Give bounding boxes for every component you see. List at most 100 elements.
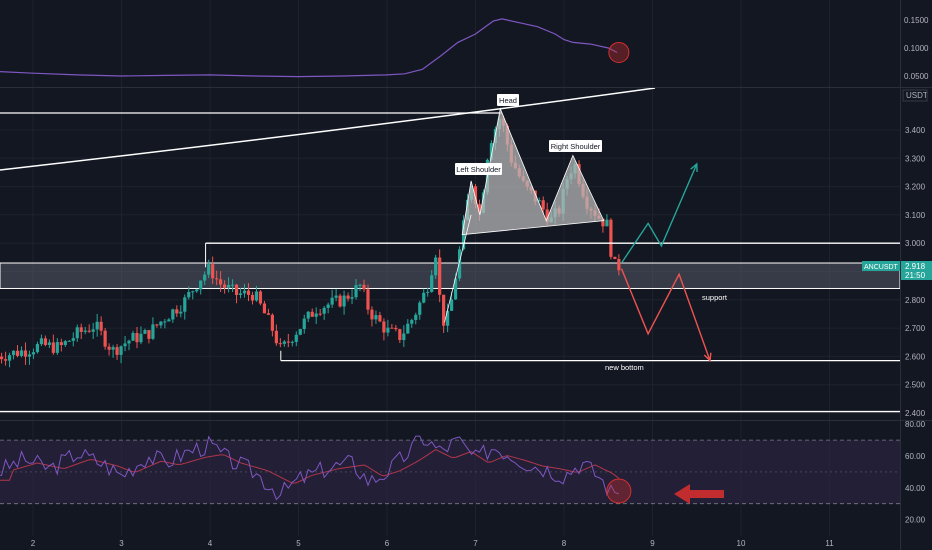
candle-body[interactable] bbox=[43, 338, 47, 345]
candle-body[interactable] bbox=[457, 249, 462, 279]
candle-body[interactable] bbox=[67, 340, 71, 342]
candle-body[interactable] bbox=[258, 291, 263, 304]
candle-body[interactable] bbox=[119, 346, 123, 355]
candle-body[interactable] bbox=[207, 264, 211, 275]
candle-body[interactable] bbox=[31, 352, 36, 355]
candle-body[interactable] bbox=[537, 200, 541, 202]
bearish-projection-arrow[interactable] bbox=[620, 268, 711, 361]
candle-body[interactable] bbox=[250, 294, 255, 301]
candle-body[interactable] bbox=[453, 278, 458, 300]
candle-body[interactable] bbox=[167, 319, 171, 322]
rsi-axis[interactable]: 80.00 60.00 40.00 20.00 bbox=[905, 420, 926, 524]
candle-body[interactable] bbox=[338, 295, 342, 307]
candle-body[interactable] bbox=[290, 341, 294, 343]
candle-body[interactable] bbox=[274, 330, 278, 344]
candle-body[interactable] bbox=[79, 327, 83, 332]
candle-body[interactable] bbox=[366, 289, 370, 310]
candle-body[interactable] bbox=[450, 299, 454, 311]
candle-body[interactable] bbox=[601, 218, 605, 227]
candle-body[interactable] bbox=[211, 264, 215, 279]
candle-body[interactable] bbox=[107, 346, 111, 350]
candle-body[interactable] bbox=[298, 329, 302, 335]
candle-body[interactable] bbox=[147, 330, 151, 339]
trend-curve[interactable] bbox=[0, 87, 656, 171]
candle-body[interactable] bbox=[55, 342, 59, 353]
candle-body[interactable] bbox=[59, 342, 63, 346]
candle-body[interactable] bbox=[326, 304, 330, 308]
candle-body[interactable] bbox=[402, 333, 406, 341]
candle-body[interactable] bbox=[306, 311, 310, 319]
candle-body[interactable] bbox=[362, 284, 366, 290]
head-label-box[interactable]: Head bbox=[497, 94, 519, 106]
candle-body[interactable] bbox=[95, 321, 99, 330]
bullish-projection-arrow[interactable] bbox=[620, 163, 698, 264]
candle-body[interactable] bbox=[434, 257, 438, 276]
candle-body[interactable] bbox=[175, 309, 179, 314]
candle-body[interactable] bbox=[151, 324, 155, 339]
candle-body[interactable] bbox=[51, 342, 55, 353]
candle-body[interactable] bbox=[23, 350, 28, 357]
candle-body[interactable] bbox=[262, 303, 267, 314]
candle-body[interactable] bbox=[282, 341, 286, 344]
candle-body[interactable] bbox=[215, 278, 219, 280]
candle-body[interactable] bbox=[91, 329, 95, 332]
candle-body[interactable] bbox=[370, 309, 374, 320]
candle-body[interactable] bbox=[163, 321, 167, 323]
candle-body[interactable] bbox=[390, 327, 394, 329]
head-and-shoulders-pattern[interactable] bbox=[461, 107, 605, 236]
candle-body[interactable] bbox=[473, 186, 478, 205]
candle-body[interactable] bbox=[350, 297, 354, 299]
candle-body[interactable] bbox=[266, 313, 271, 315]
candle-body[interactable] bbox=[226, 284, 231, 288]
candle-body[interactable] bbox=[609, 219, 613, 257]
candle-body[interactable] bbox=[382, 321, 386, 333]
candle-body[interactable] bbox=[238, 293, 243, 295]
candle-body[interactable] bbox=[143, 330, 147, 334]
candle-body[interactable] bbox=[83, 330, 87, 332]
time-axis[interactable]: 2 3 4 5 6 7 8 9 10 11 bbox=[31, 539, 834, 548]
candle-body[interactable] bbox=[127, 340, 131, 344]
candle-body[interactable] bbox=[179, 311, 183, 314]
candle-body[interactable] bbox=[442, 294, 446, 326]
candle-body[interactable] bbox=[270, 314, 274, 331]
candle-body[interactable] bbox=[234, 284, 239, 295]
candle-body[interactable] bbox=[123, 343, 127, 347]
candle-body[interactable] bbox=[386, 327, 390, 333]
candle-body[interactable] bbox=[438, 257, 442, 295]
candle-body[interactable] bbox=[489, 143, 494, 160]
candle-body[interactable] bbox=[135, 332, 139, 343]
candle-body[interactable] bbox=[422, 292, 426, 303]
candle-body[interactable] bbox=[39, 338, 44, 345]
candle-body[interactable] bbox=[342, 295, 346, 307]
candle-body[interactable] bbox=[7, 355, 12, 361]
candle-body[interactable] bbox=[131, 332, 135, 341]
candle-body[interactable] bbox=[246, 290, 251, 295]
right-shoulder-label-box[interactable]: Right Shoulder bbox=[549, 140, 602, 152]
candle-body[interactable] bbox=[330, 297, 334, 305]
candle-body[interactable] bbox=[155, 324, 159, 326]
candle-body[interactable] bbox=[242, 290, 247, 294]
candle-body[interactable] bbox=[219, 279, 223, 285]
candle-body[interactable] bbox=[203, 274, 207, 281]
candle-body[interactable] bbox=[446, 310, 450, 326]
drawings[interactable] bbox=[0, 87, 900, 413]
candle-body[interactable] bbox=[230, 284, 235, 286]
candle-body[interactable] bbox=[0, 356, 4, 360]
candle-body[interactable] bbox=[346, 295, 350, 299]
candle-body[interactable] bbox=[199, 280, 203, 290]
rally-trendline[interactable] bbox=[444, 214, 472, 323]
candle-body[interactable] bbox=[183, 297, 187, 312]
candle-body[interactable] bbox=[11, 350, 16, 356]
candle-body[interactable] bbox=[334, 295, 338, 298]
candle-body[interactable] bbox=[19, 350, 24, 356]
candle-body[interactable] bbox=[605, 219, 609, 227]
candle-body[interactable] bbox=[103, 330, 107, 347]
candle-body[interactable] bbox=[111, 347, 115, 350]
candle-body[interactable] bbox=[310, 311, 314, 317]
candle-body[interactable] bbox=[171, 309, 175, 320]
candle-body[interactable] bbox=[278, 343, 282, 345]
candle-body[interactable] bbox=[286, 341, 290, 343]
candle-body[interactable] bbox=[378, 315, 382, 322]
candle-body[interactable] bbox=[410, 319, 414, 324]
